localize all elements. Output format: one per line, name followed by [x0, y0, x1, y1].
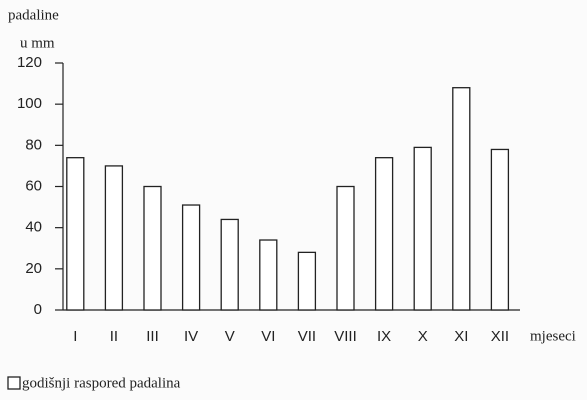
y-tick-label: 20: [25, 260, 42, 277]
x-tick-label: I: [73, 328, 77, 345]
y-tick-label: 120: [17, 54, 42, 71]
legend-swatch: [7, 376, 21, 390]
x-tick-label: VI: [261, 328, 275, 345]
y-tick-label: 80: [25, 136, 42, 153]
bar: [336, 185, 355, 311]
bar: [181, 204, 201, 311]
bar: [413, 146, 432, 311]
legend-label: godišnji raspored padalina: [22, 375, 181, 391]
x-tick-label: II: [110, 328, 118, 345]
bar: [220, 218, 239, 311]
bar: [259, 239, 278, 311]
x-tick-label: XII: [491, 328, 509, 345]
y-axis-label: u mm: [20, 35, 55, 51]
bar: [374, 157, 394, 311]
x-axis-label: mjeseci: [530, 328, 576, 344]
x-tick-label: X: [418, 328, 428, 345]
x-tick-label: XI: [454, 328, 468, 345]
x-tick-label: IX: [377, 328, 391, 345]
x-tick-label: IV: [184, 328, 198, 345]
y-tick-label: 40: [25, 219, 42, 236]
y-tick-label: 60: [25, 177, 42, 194]
x-tick-label: VII: [298, 328, 316, 345]
x-tick-label: VIII: [334, 328, 357, 345]
bar: [143, 185, 162, 311]
x-tick-label: III: [146, 328, 159, 345]
x-tick-label: V: [225, 328, 235, 345]
y-axis-label: padaline: [8, 7, 59, 23]
bar: [104, 165, 124, 311]
bar: [452, 87, 471, 311]
bar: [297, 251, 317, 311]
bar: [66, 157, 85, 311]
y-tick-label: 0: [34, 301, 42, 318]
bar: [490, 148, 510, 311]
y-tick-label: 100: [17, 95, 42, 112]
